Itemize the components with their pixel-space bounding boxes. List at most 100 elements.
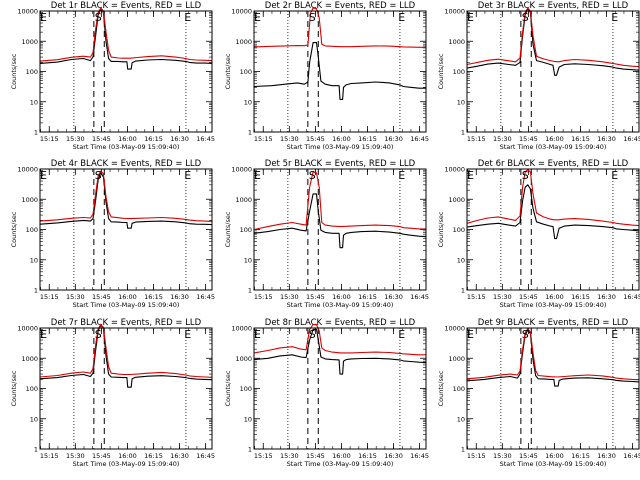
series-events <box>253 193 427 249</box>
x-axis-label: Start Time (03-May-09 15:09:40) <box>500 460 607 468</box>
flag-label: E <box>254 328 261 341</box>
y-tick-label: 10000 <box>444 166 465 174</box>
y-tick-label: 1 <box>34 129 38 137</box>
y-tick-label: 10 <box>244 256 252 264</box>
y-axis-label: Counts/sec <box>224 211 232 247</box>
panel-title: Det 5r BLACK = Events, RED = LLD <box>265 159 416 169</box>
flag-label: E <box>398 328 405 341</box>
flag-label: E <box>467 169 474 182</box>
series-lld <box>39 170 213 222</box>
y-tick-label: 100 <box>240 385 252 393</box>
flag-label: E <box>184 328 191 341</box>
y-tick-label: 1 <box>34 446 38 454</box>
plot-frame <box>466 168 640 291</box>
x-tick-label: 16:30 <box>384 293 403 301</box>
flag-label: E <box>254 11 261 24</box>
flag-label: E <box>611 11 618 24</box>
series-lld <box>466 169 640 227</box>
x-tick-label: 16:00 <box>332 135 351 143</box>
series-lld <box>253 7 426 48</box>
y-tick-label: 10 <box>30 256 38 264</box>
x-tick-label: 16:45 <box>196 293 215 301</box>
x-tick-label: 16:15 <box>358 135 377 143</box>
x-tick-label: 16:00 <box>332 452 351 460</box>
x-tick-label: 15:30 <box>493 452 512 460</box>
panel-det-4r: Det 4r BLACK = Events, RED = LLD 1 10 100 10… <box>10 159 215 309</box>
x-tick-label: 15:30 <box>493 135 512 143</box>
flag-label: E <box>254 169 261 182</box>
x-tick-label: 16:15 <box>144 452 163 460</box>
panel-det-6r: Det 6r BLACK = Events, RED = LLD 1 10 100 10… <box>437 159 640 309</box>
x-axis-label: Start Time (03-May-09 15:09:40) <box>287 460 394 468</box>
x-axis-label: Start Time (03-May-09 15:09:40) <box>73 301 180 309</box>
x-tick-label: 16:00 <box>545 135 564 143</box>
x-tick-label: 16:15 <box>358 452 377 460</box>
y-tick-label: 10000 <box>231 166 252 174</box>
panel-det-8r: Det 8r BLACK = Events, RED = LLD 1 10 100 10… <box>224 318 429 468</box>
y-tick-label: 10000 <box>231 325 252 333</box>
x-tick-label: 15:45 <box>519 452 538 460</box>
x-axis-label: Start Time (03-May-09 15:09:40) <box>287 143 394 151</box>
panel-det-5r: Det 5r BLACK = Events, RED = LLD 1 10 100 10… <box>224 159 429 309</box>
panel-title: Det 7r BLACK = Events, RED = LLD <box>51 318 202 328</box>
y-tick-label: 10000 <box>444 325 465 333</box>
x-tick-label: 16:30 <box>170 293 189 301</box>
y-axis-label: Counts/sec <box>224 370 232 406</box>
flag-label: E <box>611 169 618 182</box>
series-lld <box>466 7 640 68</box>
panel-title: Det 3r BLACK = Events, RED = LLD <box>478 1 629 11</box>
x-tick-label: 16:45 <box>410 293 429 301</box>
x-tick-label: 16:45 <box>623 452 640 460</box>
series-events <box>253 42 426 100</box>
panel-det-7r: Det 7r BLACK = Events, RED = LLD 1 10 100 10… <box>10 318 215 468</box>
y-tick-label: 1000 <box>448 38 465 46</box>
series-events <box>39 8 213 70</box>
plot-frame <box>253 10 427 133</box>
x-axis-label: Start Time (03-May-09 15:09:40) <box>500 143 607 151</box>
x-tick-label: 16:00 <box>545 293 564 301</box>
y-tick-label: 10 <box>244 98 252 106</box>
panel-title: Det 8r BLACK = Events, RED = LLD <box>265 318 416 328</box>
flag-label: S <box>95 328 102 341</box>
x-tick-label: 15:15 <box>254 452 273 460</box>
flag-label: E <box>611 328 618 341</box>
y-tick-label: 100 <box>453 226 465 234</box>
series-events <box>466 184 640 240</box>
x-tick-label: 16:30 <box>597 293 616 301</box>
x-tick-label: 15:15 <box>467 293 486 301</box>
y-tick-label: 1000 <box>235 355 252 363</box>
x-tick-label: 15:15 <box>467 452 486 460</box>
x-tick-label: 16:00 <box>332 293 351 301</box>
y-tick-label: 1000 <box>21 196 38 204</box>
x-axis-label: Start Time (03-May-09 15:09:40) <box>500 301 607 309</box>
x-tick-label: 16:15 <box>144 293 163 301</box>
x-tick-label: 15:45 <box>92 135 111 143</box>
y-axis-label: Counts/sec <box>437 53 445 89</box>
plot-frame <box>466 10 640 133</box>
y-axis-label: Counts/sec <box>10 53 18 89</box>
y-tick-label: 1 <box>461 446 465 454</box>
x-tick-label: 16:45 <box>410 135 429 143</box>
y-tick-label: 10000 <box>231 8 252 16</box>
x-tick-label: 16:00 <box>118 293 137 301</box>
y-tick-label: 1000 <box>448 355 465 363</box>
x-tick-label: 16:15 <box>144 135 163 143</box>
y-tick-label: 1 <box>461 129 465 137</box>
x-tick-label: 16:00 <box>118 135 137 143</box>
x-tick-label: 16:15 <box>571 293 590 301</box>
x-tick-label: 16:30 <box>170 135 189 143</box>
flag-label: E <box>184 11 191 24</box>
panel-title: Det 2r BLACK = Events, RED = LLD <box>265 1 416 11</box>
series-events <box>39 172 213 229</box>
y-tick-label: 10 <box>457 98 465 106</box>
plot-frame <box>39 168 213 291</box>
flag-label: E <box>398 169 405 182</box>
x-tick-label: 16:00 <box>545 452 564 460</box>
panel-title: Det 6r BLACK = Events, RED = LLD <box>478 159 629 169</box>
x-tick-label: 16:45 <box>196 135 215 143</box>
y-tick-label: 1000 <box>235 196 252 204</box>
y-tick-label: 1000 <box>235 38 252 46</box>
y-tick-label: 100 <box>240 68 252 76</box>
x-tick-label: 15:30 <box>280 452 299 460</box>
x-tick-label: 16:15 <box>571 135 590 143</box>
